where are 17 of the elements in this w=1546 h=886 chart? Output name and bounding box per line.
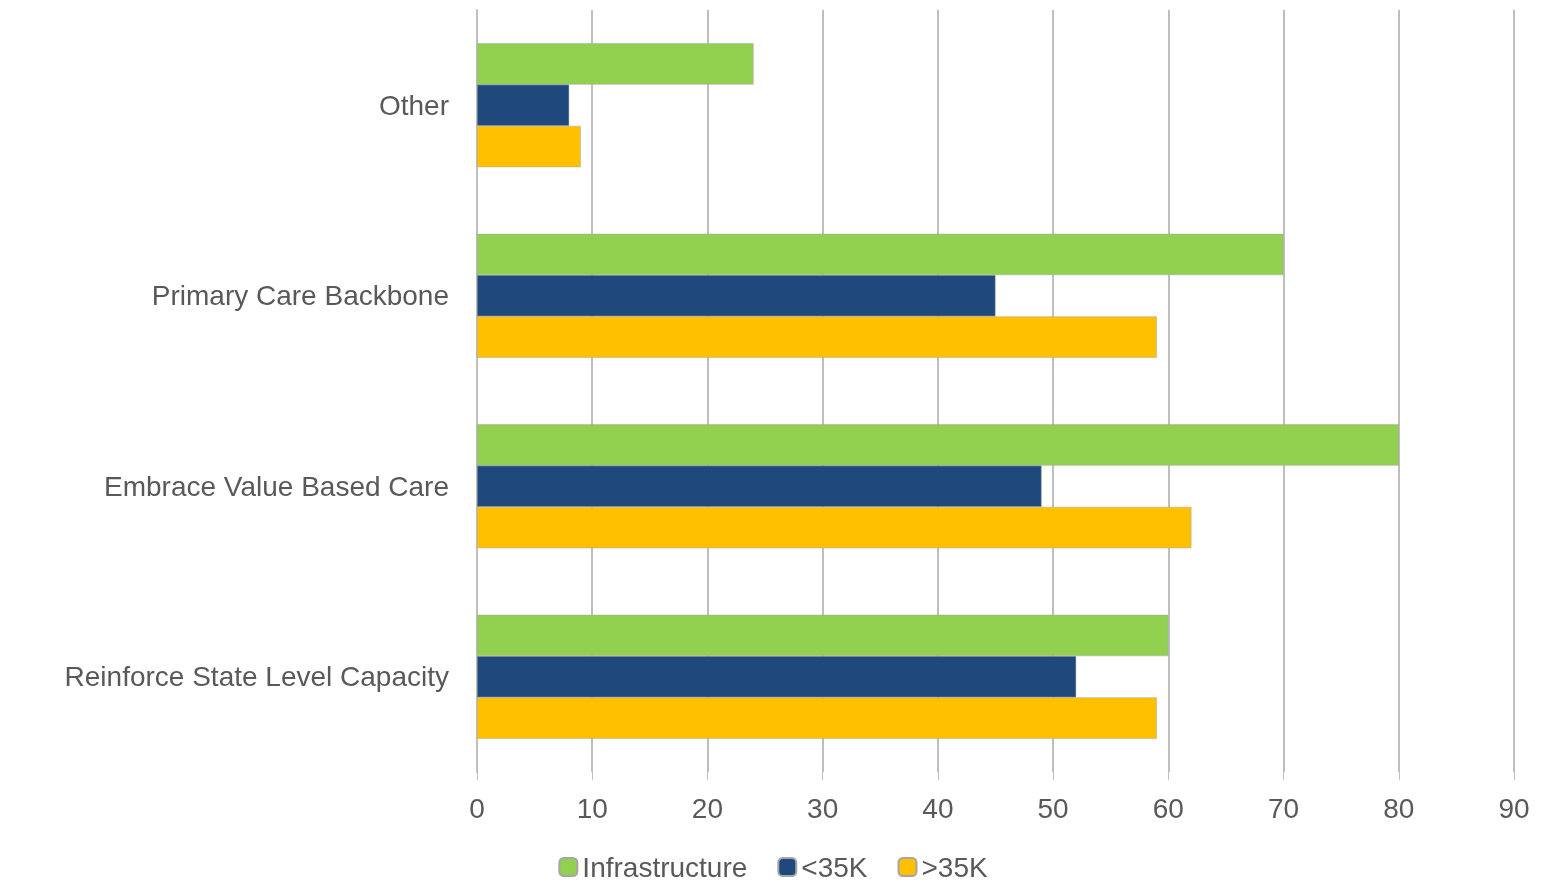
legend-label: >35K (921, 851, 988, 883)
x-tick-label: 20 (691, 792, 724, 824)
x-tick-label: 80 (1383, 792, 1415, 824)
y-tick-label: Primary Care Backbone (151, 280, 449, 312)
x-tick-label: 0 (469, 792, 485, 824)
x-tick-label: 90 (1498, 792, 1530, 824)
y-tick-label: Embrace Value Based Care (104, 470, 449, 502)
x-tick-label: 60 (1152, 792, 1184, 824)
x-tick-label: 70 (1267, 792, 1300, 824)
y-tick-label: Other (378, 89, 449, 121)
x-tick-label: 30 (807, 792, 839, 824)
legend-label: Infrastructure (582, 851, 748, 883)
x-tick-label: 50 (1037, 792, 1069, 824)
y-tick-label: Reinforce State Level Capacity (64, 661, 449, 693)
legend-label: <35K (801, 851, 868, 883)
x-tick-label: 40 (922, 792, 954, 824)
x-tick-label: 10 (576, 792, 608, 824)
